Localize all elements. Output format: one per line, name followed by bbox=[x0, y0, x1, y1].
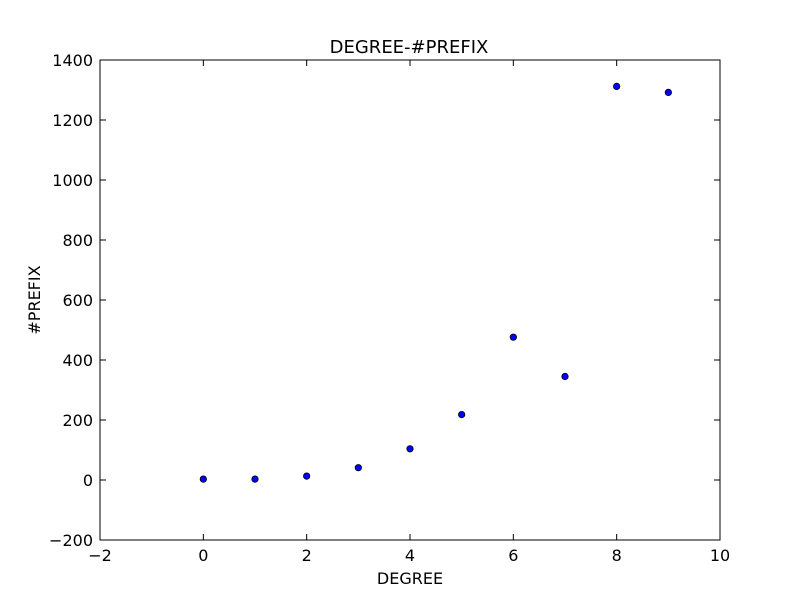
x-tick-label: 4 bbox=[405, 546, 415, 565]
y-axis-title: #PREFIX bbox=[25, 265, 44, 334]
y-tick-label: 1400 bbox=[52, 51, 93, 70]
y-tick-label: 600 bbox=[62, 291, 93, 310]
x-tick-label: −2 bbox=[88, 546, 112, 565]
data-point-5 bbox=[458, 410, 466, 419]
data-point-9 bbox=[664, 88, 672, 97]
x-axis-title: DEGREE bbox=[377, 569, 443, 588]
y-tick-label: 1000 bbox=[52, 171, 93, 190]
data-point-7 bbox=[561, 372, 569, 381]
data-point-6 bbox=[509, 333, 517, 341]
y-tick-label: −200 bbox=[49, 531, 93, 550]
y-tick-label: 200 bbox=[62, 411, 93, 430]
x-tick-label: 0 bbox=[198, 546, 208, 565]
y-tick-label: 400 bbox=[62, 351, 93, 370]
x-tick-label: 2 bbox=[302, 546, 312, 565]
x-tick-label: 6 bbox=[508, 546, 518, 565]
y-tick-label: 1200 bbox=[52, 111, 93, 130]
data-point-8 bbox=[613, 82, 621, 91]
data-point-2 bbox=[303, 472, 311, 480]
chart-title: DEGREE-#PREFIX bbox=[330, 37, 489, 58]
x-tick-label: 8 bbox=[612, 546, 622, 565]
data-points bbox=[199, 82, 672, 483]
plot-area bbox=[99, 59, 721, 541]
plot-frame bbox=[99, 59, 721, 541]
axis-ticks: −2 0 2 4 6 8 10 −200 0 200 400 600 800 1000 1200 1400 bbox=[49, 51, 730, 565]
y-tick-label: 800 bbox=[62, 231, 93, 250]
y-tick-label: 0 bbox=[83, 471, 93, 490]
x-tick-label: 10 bbox=[710, 546, 730, 565]
data-point-1 bbox=[251, 475, 259, 483]
data-point-4 bbox=[406, 445, 414, 453]
data-point-3 bbox=[354, 464, 362, 472]
data-point-0 bbox=[199, 475, 207, 483]
